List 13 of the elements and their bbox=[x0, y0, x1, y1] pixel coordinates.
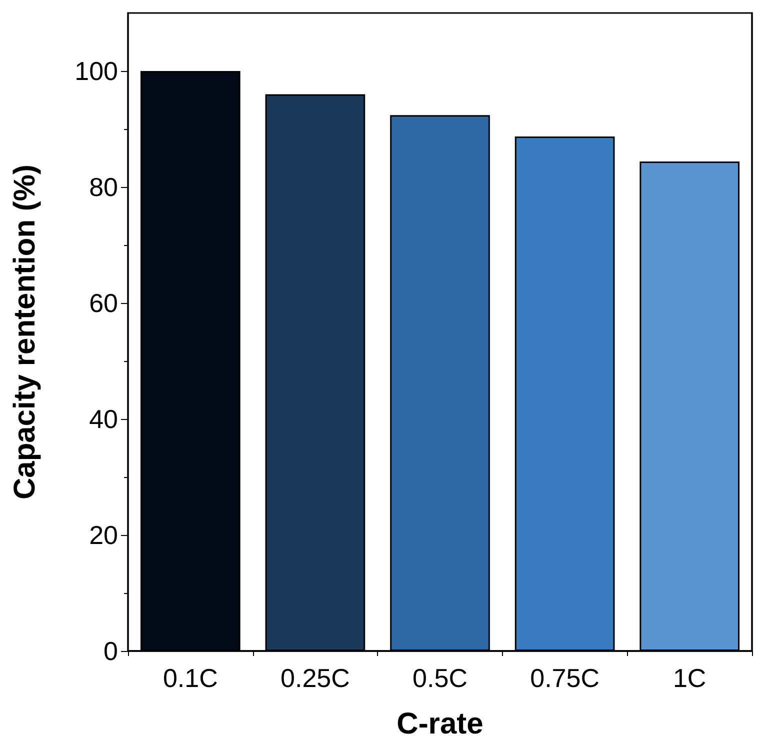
x-tick-label: 0.25C bbox=[280, 663, 350, 693]
y-axis-title: Capacity rentention (%) bbox=[8, 164, 42, 500]
x-tick-label: 0.1C bbox=[162, 663, 218, 693]
y-tick-label: 20 bbox=[89, 520, 118, 550]
y-tick-label: 0 bbox=[104, 636, 118, 666]
y-tick-label: 80 bbox=[89, 172, 118, 202]
y-tick-label: 60 bbox=[89, 288, 118, 318]
x-tick-label: 1C bbox=[672, 663, 706, 693]
x-tick-label: 0.75C bbox=[530, 663, 600, 693]
x-tick-label: 0.5C bbox=[412, 663, 468, 693]
y-tick-label: 100 bbox=[74, 56, 118, 86]
y-tick-label: 40 bbox=[89, 404, 118, 434]
x-axis-title: C-rate bbox=[396, 708, 484, 740]
